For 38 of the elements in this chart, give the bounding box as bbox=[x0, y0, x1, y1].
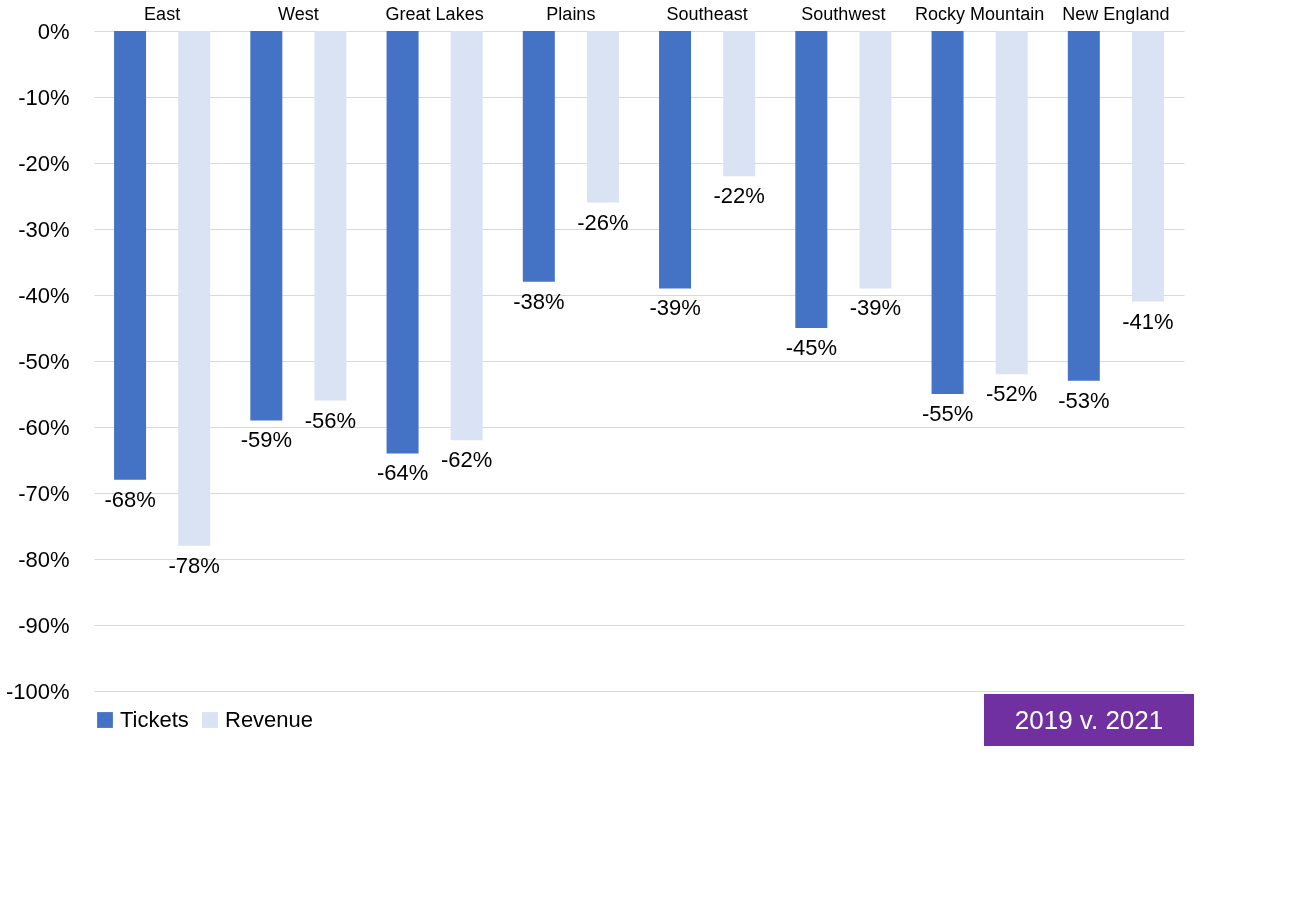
legend-label: Revenue bbox=[225, 707, 314, 732]
text: 2019 v. 2021 bbox=[1014, 705, 1164, 735]
data-label: -26% bbox=[577, 209, 629, 235]
x-tick-label: West bbox=[278, 3, 319, 24]
y-tick-label: -40% bbox=[18, 282, 70, 308]
data-label: -56% bbox=[304, 407, 357, 433]
legend-label: Tickets bbox=[120, 707, 189, 732]
data-label: -68% bbox=[104, 486, 156, 512]
x-tick-label: Great Lakes bbox=[385, 3, 484, 24]
data-label: -38% bbox=[513, 288, 565, 314]
y-tick-label: -80% bbox=[18, 546, 70, 572]
y-tick-label: -60% bbox=[18, 414, 70, 440]
data-label: -39% bbox=[649, 295, 701, 321]
x-tick-label: Rocky Mountain bbox=[915, 3, 1045, 24]
data-label: -78% bbox=[168, 552, 220, 578]
x-tick-label: Southeast bbox=[666, 3, 748, 24]
y-tick-label: -50% bbox=[18, 348, 70, 374]
y-tick-label: -30% bbox=[18, 216, 70, 242]
data-label: -45% bbox=[785, 335, 837, 360]
x-tick-label: Plains bbox=[546, 3, 596, 24]
data-label: -39% bbox=[849, 295, 902, 321]
y-tick-label: 0% bbox=[37, 18, 70, 44]
data-label: -52% bbox=[986, 381, 1038, 407]
y-tick-label: -100% bbox=[5, 678, 70, 704]
data-label: -22% bbox=[713, 183, 765, 209]
data-label: -53% bbox=[1058, 387, 1110, 413]
data-label: -62% bbox=[441, 447, 493, 473]
y-tick-label: -90% bbox=[18, 612, 70, 638]
y-tick-label: -70% bbox=[18, 480, 70, 506]
x-tick-label: Southwest bbox=[801, 3, 886, 24]
data-label: -41% bbox=[1122, 308, 1174, 334]
x-tick-label: East bbox=[144, 3, 181, 24]
y-tick-label: -10% bbox=[18, 84, 70, 110]
x-tick-label: New England bbox=[1062, 3, 1170, 24]
data-label: -59% bbox=[240, 427, 292, 453]
y-tick-label: -20% bbox=[18, 150, 70, 176]
data-label: -64% bbox=[376, 460, 429, 486]
data-label: -55% bbox=[921, 401, 974, 426]
